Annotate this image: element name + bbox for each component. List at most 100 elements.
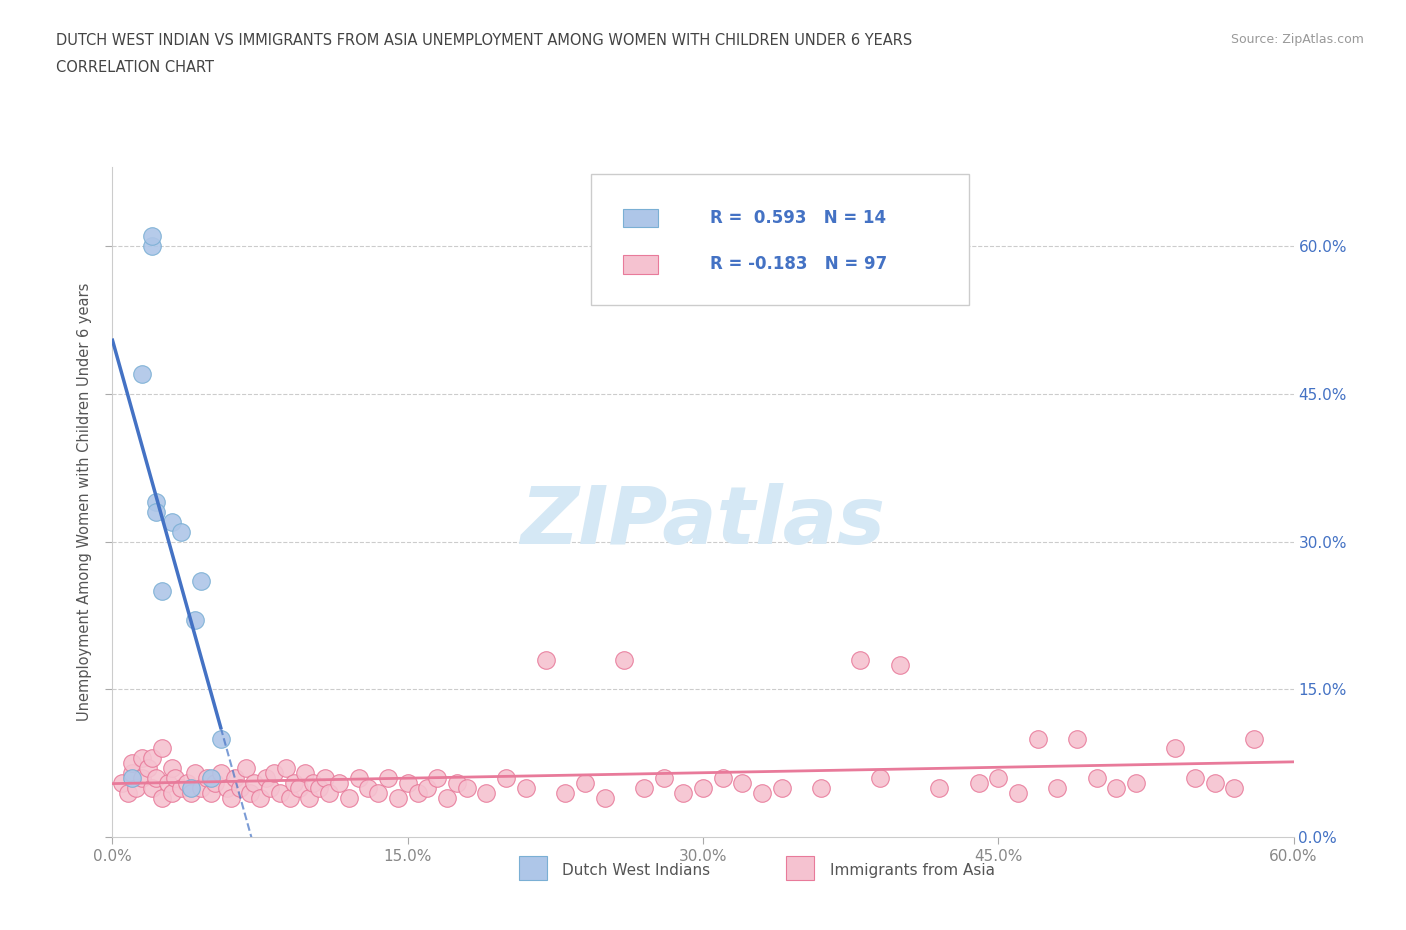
Point	[254, 770, 277, 785]
Point	[328, 776, 350, 790]
Point	[475, 785, 498, 800]
Point	[145, 495, 167, 510]
Text: DUTCH WEST INDIAN VS IMMIGRANTS FROM ASIA UNEMPLOYMENT AMONG WOMEN WITH CHILDREN: DUTCH WEST INDIAN VS IMMIGRANTS FROM ASI…	[56, 33, 912, 47]
Point	[145, 770, 167, 785]
Point	[259, 780, 281, 795]
Point	[209, 731, 232, 746]
Text: CORRELATION CHART: CORRELATION CHART	[56, 60, 214, 75]
Point	[136, 761, 159, 776]
Point	[200, 785, 222, 800]
Point	[249, 790, 271, 805]
Point	[229, 780, 252, 795]
Point	[810, 780, 832, 795]
Point	[426, 770, 449, 785]
Point	[1105, 780, 1128, 795]
Point	[456, 780, 478, 795]
Text: Dutch West Indians: Dutch West Indians	[562, 863, 710, 878]
Point	[406, 785, 429, 800]
Point	[190, 574, 212, 589]
Text: Source: ZipAtlas.com: Source: ZipAtlas.com	[1230, 33, 1364, 46]
Point	[928, 780, 950, 795]
Point	[731, 776, 754, 790]
FancyBboxPatch shape	[623, 208, 658, 227]
FancyBboxPatch shape	[591, 174, 969, 305]
Point	[209, 765, 232, 780]
Point	[239, 785, 262, 800]
Point	[416, 780, 439, 795]
FancyBboxPatch shape	[623, 256, 658, 273]
Point	[308, 780, 330, 795]
Point	[347, 770, 370, 785]
Point	[184, 765, 207, 780]
Point	[692, 780, 714, 795]
Point	[131, 366, 153, 381]
Point	[652, 770, 675, 785]
Point	[1125, 776, 1147, 790]
Point	[150, 790, 173, 805]
Point	[215, 780, 238, 795]
Point	[283, 776, 305, 790]
Point	[195, 770, 218, 785]
Point	[121, 765, 143, 780]
Point	[396, 776, 419, 790]
Point	[337, 790, 360, 805]
Point	[367, 785, 389, 800]
Text: ZIPatlas: ZIPatlas	[520, 484, 886, 562]
Point	[160, 785, 183, 800]
Point	[357, 780, 380, 795]
Point	[219, 790, 242, 805]
Point	[243, 776, 266, 790]
Point	[1223, 780, 1246, 795]
Point	[298, 790, 321, 805]
Point	[633, 780, 655, 795]
Point	[515, 780, 537, 795]
Point	[170, 525, 193, 539]
Point	[446, 776, 468, 790]
Point	[889, 658, 911, 672]
Text: R =  0.593   N = 14: R = 0.593 N = 14	[710, 208, 886, 227]
Point	[200, 770, 222, 785]
Point	[274, 761, 297, 776]
Point	[302, 776, 325, 790]
Point	[131, 751, 153, 765]
Point	[184, 613, 207, 628]
Point	[141, 780, 163, 795]
Point	[141, 751, 163, 765]
Point	[495, 770, 517, 785]
Point	[593, 790, 616, 805]
Point	[967, 776, 990, 790]
Point	[1243, 731, 1265, 746]
Point	[278, 790, 301, 805]
Y-axis label: Unemployment Among Women with Children Under 6 years: Unemployment Among Women with Children U…	[77, 283, 93, 722]
Point	[131, 770, 153, 785]
Point	[156, 776, 179, 790]
Point	[751, 785, 773, 800]
Point	[190, 780, 212, 795]
Point	[145, 505, 167, 520]
Point	[1204, 776, 1226, 790]
Point	[387, 790, 409, 805]
Point	[1046, 780, 1069, 795]
Point	[1066, 731, 1088, 746]
Point	[554, 785, 576, 800]
Point	[574, 776, 596, 790]
Point	[1164, 741, 1187, 756]
Point	[117, 785, 139, 800]
Point	[121, 756, 143, 771]
Point	[987, 770, 1010, 785]
Point	[1007, 785, 1029, 800]
Point	[436, 790, 458, 805]
Point	[180, 785, 202, 800]
Point	[849, 652, 872, 667]
Point	[141, 229, 163, 244]
Point	[121, 770, 143, 785]
Point	[170, 780, 193, 795]
Text: Immigrants from Asia: Immigrants from Asia	[830, 863, 994, 878]
Point	[160, 514, 183, 529]
Point	[269, 785, 291, 800]
Point	[534, 652, 557, 667]
Point	[1085, 770, 1108, 785]
Point	[672, 785, 695, 800]
Point	[176, 776, 198, 790]
Point	[1184, 770, 1206, 785]
